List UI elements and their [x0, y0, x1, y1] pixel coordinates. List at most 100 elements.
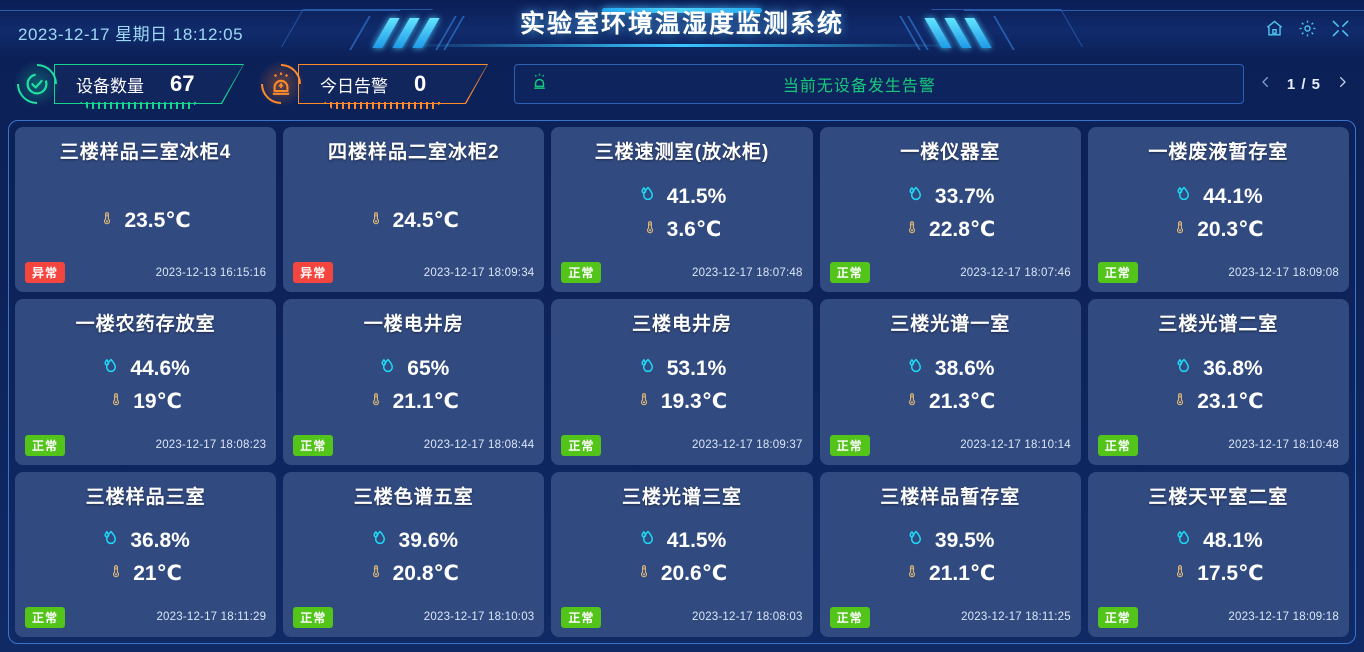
header-line-left	[0, 10, 400, 11]
device-readings: 39.5% 21.1℃	[820, 509, 1081, 607]
reading-timestamp: 2023-12-17 18:11:25	[961, 611, 1071, 624]
humidity-value: 44.6%	[130, 356, 190, 380]
temperature-value: 19℃	[133, 389, 182, 413]
humidity-value: 38.6%	[934, 356, 995, 380]
status-badge: 正常	[1097, 434, 1138, 456]
device-card[interactable]: 四楼样品二室冰柜2 24.5℃ 异常 2023-12-17 18:09:34	[283, 127, 545, 293]
device-card[interactable]: 一楼废液暂存室 44.1% 20.3℃ 正常 2023-12-17 18:09:08	[1087, 127, 1349, 293]
app-header: 2023-12-17 星期日 18:12:05 实验室环境温湿度监测系统	[0, 0, 1364, 56]
gear-icon[interactable]	[1298, 19, 1317, 38]
status-badge: 正常	[1097, 606, 1138, 628]
fullscreen-icon[interactable]	[1331, 19, 1350, 38]
thermometer-icon	[637, 560, 651, 587]
thermometer-icon	[369, 207, 383, 234]
humidity-reading: 38.6%	[820, 356, 1081, 382]
humidity-value: 53.1%	[666, 356, 727, 380]
reading-timestamp: 2023-12-17 18:09:08	[1228, 266, 1339, 279]
thermometer-icon	[369, 388, 383, 415]
device-name: 一楼废液暂存室	[1148, 142, 1289, 163]
humidity-reading: 48.1%	[1088, 528, 1349, 554]
temperature-value: 21.1℃	[392, 389, 459, 413]
alert-message: 当前无设备发生告警	[782, 78, 936, 95]
device-readings: 44.6% 19℃	[15, 336, 276, 434]
header-line-right	[964, 10, 1364, 11]
humidity-drop-icon	[638, 528, 657, 554]
page-title: 实验室环境温湿度监测系统	[519, 10, 844, 38]
device-card[interactable]: 三楼样品三室 36.8% 21℃ 正常 2023-12-17 18:11:29	[15, 471, 277, 637]
prev-page-icon[interactable]	[1258, 72, 1273, 97]
thermometer-icon	[905, 216, 919, 243]
device-card-footer: 异常 2023-12-13 16:15:16	[15, 262, 276, 292]
device-card[interactable]: 三楼天平室二室 48.1% 17.5℃ 正常 2023-12-17 18:09:18	[1087, 471, 1349, 637]
device-card[interactable]: 三楼样品暂存室 39.5% 21.1℃ 正常 2023-12-17 18:11:25	[819, 471, 1081, 637]
temperature-reading: 23.1℃	[1088, 388, 1349, 415]
humidity-drop-icon	[638, 184, 657, 210]
reading-timestamp: 2023-12-17 18:08:23	[155, 439, 267, 452]
humidity-reading: 41.5%	[551, 528, 812, 554]
temperature-value: 20.8℃	[392, 562, 459, 586]
temperature-reading: 24.5℃	[283, 207, 544, 234]
device-card[interactable]: 一楼仪器室 33.7% 22.8℃ 正常 2023-12-17 18:07:46	[819, 127, 1081, 293]
status-badge: 正常	[293, 434, 334, 456]
temperature-reading: 21.3℃	[820, 388, 1081, 415]
temperature-value: 19.3℃	[660, 389, 728, 413]
temperature-value: 3.6℃	[666, 217, 722, 241]
reading-timestamp: 2023-12-17 18:10:48	[1228, 439, 1339, 452]
temperature-reading: 22.8℃	[820, 216, 1081, 243]
device-card[interactable]: 三楼色谱五室 39.6% 20.8℃ 正常 2023-12-17 18:10:03	[283, 471, 545, 637]
device-card[interactable]: 三楼光谱一室 38.6% 21.3℃ 正常 2023-12-17 18:10:14	[819, 299, 1081, 465]
device-card[interactable]: 一楼农药存放室 44.6% 19℃ 正常 2023-12-17 18:08:23	[15, 299, 277, 465]
reading-timestamp: 2023-12-17 18:10:03	[423, 611, 535, 624]
device-card[interactable]: 三楼电井房 53.1% 19.3℃ 正常 2023-12-17 18:09:37	[551, 299, 813, 465]
humidity-reading: 53.1%	[551, 356, 812, 382]
device-readings: 41.5% 3.6℃	[551, 164, 812, 262]
device-card[interactable]: 三楼光谱二室 36.8% 23.1℃ 正常 2023-12-17 18:10:48	[1087, 299, 1349, 465]
temperature-value: 24.5℃	[392, 208, 459, 232]
temperature-value: 22.8℃	[929, 217, 996, 241]
device-card[interactable]: 三楼光谱三室 41.5% 20.6℃ 正常 2023-12-17 18:08:03	[551, 471, 813, 637]
humidity-reading: 36.8%	[15, 528, 276, 554]
status-badge: 异常	[25, 262, 66, 284]
device-name: 三楼样品暂存室	[880, 486, 1021, 508]
humidity-reading: 36.8%	[1088, 356, 1349, 382]
device-card[interactable]: 三楼速测室(放冰柜) 41.5% 3.6℃ 正常 2023-12-17 18:07:48	[551, 127, 813, 293]
humidity-value: 44.1%	[1203, 184, 1263, 208]
device-card[interactable]: 一楼电井房 65% 21.1℃ 正常 2023-12-17 18:08:44	[283, 299, 545, 465]
status-badge: 正常	[561, 434, 602, 456]
device-readings: 48.1% 17.5℃	[1088, 509, 1349, 607]
device-name: 一楼农药存放室	[75, 314, 216, 336]
alarm-count-icon	[252, 55, 310, 113]
humidity-value: 33.7%	[934, 184, 995, 208]
thermometer-icon	[1173, 560, 1187, 587]
device-card-footer: 正常 2023-12-17 18:11:29	[15, 606, 276, 637]
temperature-reading: 23.5℃	[15, 207, 276, 234]
stat-today-alarms: 今日告警 0	[252, 55, 488, 113]
home-icon[interactable]	[1265, 19, 1284, 38]
humidity-reading: 65%	[283, 356, 544, 382]
humidity-value: 48.1%	[1203, 529, 1263, 553]
device-card-footer: 正常 2023-12-17 18:10:03	[283, 606, 544, 637]
thermometer-icon	[109, 560, 123, 587]
device-name: 四楼样品二室冰柜2	[328, 142, 500, 163]
reading-timestamp: 2023-12-17 18:09:18	[1228, 611, 1339, 624]
device-card-footer: 正常 2023-12-17 18:10:14	[820, 434, 1081, 465]
device-card-footer: 正常 2023-12-17 18:07:48	[551, 262, 812, 292]
device-card-footer: 正常 2023-12-17 18:09:18	[1088, 606, 1349, 637]
status-badge: 正常	[1097, 262, 1138, 284]
temperature-reading: 21.1℃	[820, 560, 1081, 587]
status-badge: 正常	[293, 606, 334, 628]
device-name: 三楼光谱三室	[621, 486, 742, 508]
device-card-footer: 正常 2023-12-17 18:10:48	[1088, 434, 1349, 465]
device-readings: 44.1% 20.3℃	[1088, 164, 1349, 262]
status-badge: 正常	[829, 606, 870, 628]
thermometer-icon	[100, 207, 114, 234]
humidity-drop-icon	[1174, 184, 1193, 210]
device-name: 三楼样品三室	[85, 486, 206, 508]
status-badge: 正常	[561, 262, 602, 284]
device-card[interactable]: 三楼样品三室冰柜4 23.5℃ 异常 2023-12-13 16:15:16	[15, 127, 277, 293]
reading-timestamp: 2023-12-17 18:09:37	[692, 439, 803, 452]
device-name: 一楼电井房	[363, 314, 464, 336]
next-page-icon[interactable]	[1335, 72, 1350, 97]
device-card-footer: 正常 2023-12-17 18:07:46	[820, 262, 1081, 292]
